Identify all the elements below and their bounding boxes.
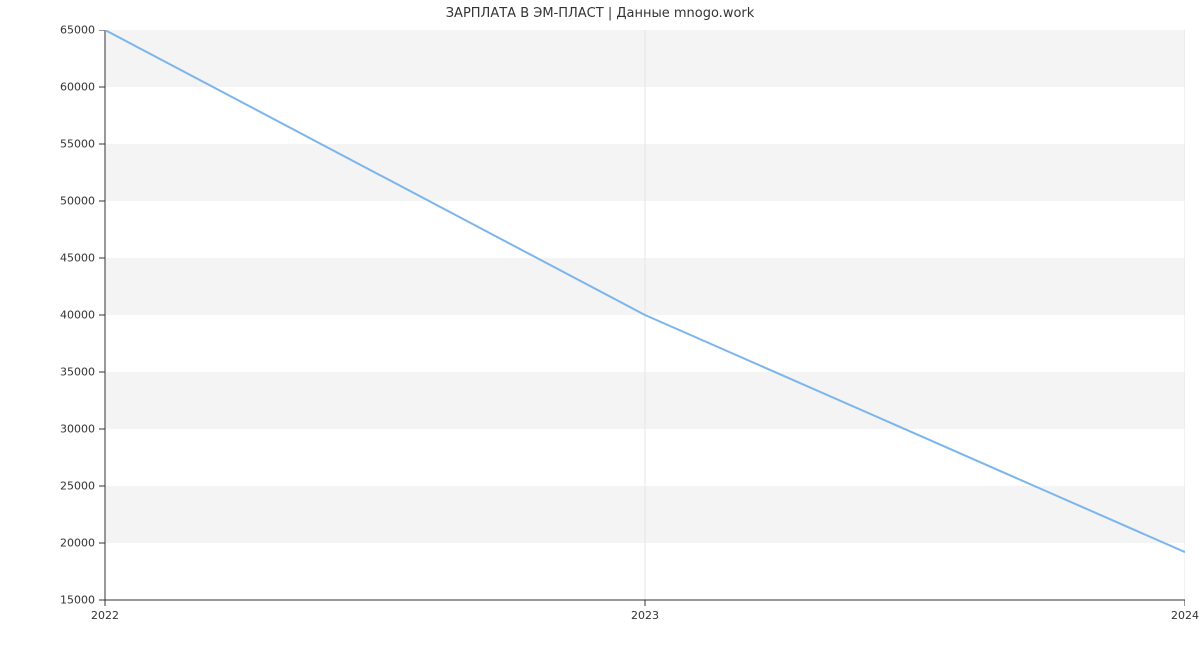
chart-title: ЗАРПЛАТА В ЭМ-ПЛАСТ | Данные mnogo.work [0, 6, 1200, 21]
y-tick-label: 55000 [60, 139, 95, 150]
x-tick-label: 2022 [91, 610, 119, 621]
x-tick-label: 2023 [631, 610, 659, 621]
x-tick-label: 2024 [1171, 610, 1199, 621]
plot-area [105, 30, 1185, 600]
y-tick-label: 25000 [60, 481, 95, 492]
line-chart: ЗАРПЛАТА В ЭМ-ПЛАСТ | Данные mnogo.work … [0, 0, 1200, 650]
y-tick-label: 15000 [60, 595, 95, 606]
y-tick-label: 20000 [60, 538, 95, 549]
y-tick-label: 40000 [60, 310, 95, 321]
y-tick-label: 50000 [60, 196, 95, 207]
y-tick-label: 60000 [60, 82, 95, 93]
y-tick-label: 30000 [60, 424, 95, 435]
y-tick-label: 65000 [60, 25, 95, 36]
y-tick-label: 35000 [60, 367, 95, 378]
y-tick-label: 45000 [60, 253, 95, 264]
